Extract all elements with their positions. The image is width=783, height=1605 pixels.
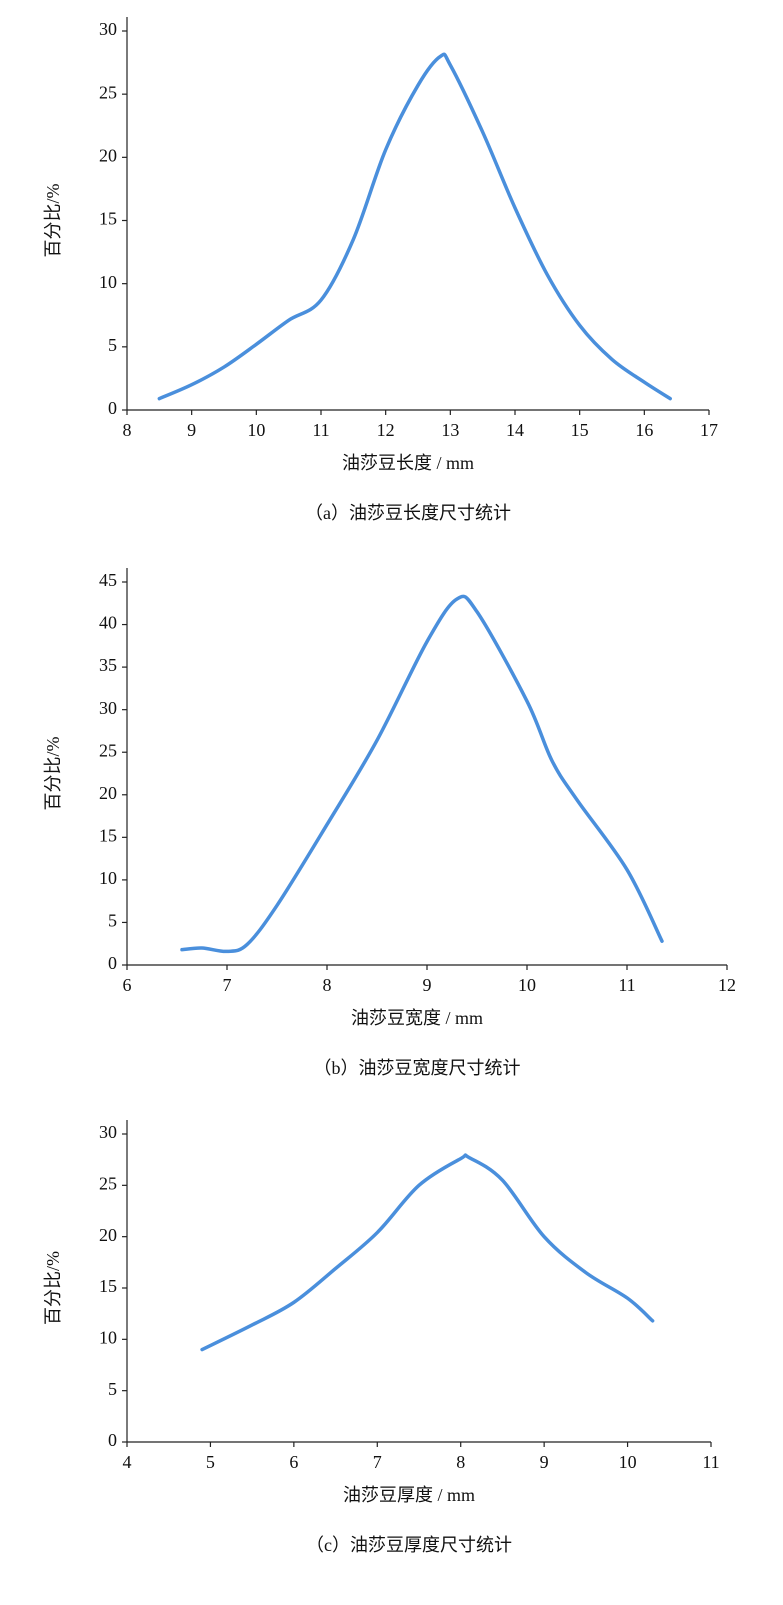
y-tick-label: 20 [99,1225,117,1245]
y-tick-label: 15 [99,1276,117,1296]
caption: （b）油莎豆宽度尺寸统计 [314,1058,521,1078]
y-tick-label: 0 [108,398,117,418]
x-tick-label: 4 [123,1452,132,1472]
data-line [180,594,664,954]
y-tick-label: 5 [108,911,117,931]
y-tick-label: 40 [99,613,117,633]
x-tick-label: 11 [312,420,329,440]
y-tick-label: 45 [99,570,117,590]
y-tick-label: 30 [99,698,117,718]
y-tick-label: 0 [108,953,117,973]
y-axis-label: 百分比/% [43,1251,63,1325]
x-tick-label: 8 [456,1452,465,1472]
y-tick-label: 15 [99,825,117,845]
y-tick-label: 0 [108,1430,117,1450]
y-tick-label: 5 [108,1379,117,1399]
y-axis-label: 百分比/% [43,183,63,257]
x-tick-label: 12 [377,420,395,440]
x-tick-label: 11 [702,1452,719,1472]
data-line [157,52,672,401]
y-tick-label: 15 [99,209,117,229]
caption: （c）油莎豆厚度尺寸统计 [306,1535,512,1555]
x-tick-label: 11 [618,975,635,995]
y-tick-label: 5 [108,335,117,355]
y-tick-label: 25 [99,82,117,102]
x-tick-label: 6 [123,975,132,995]
x-tick-label: 10 [247,420,265,440]
y-tick-label: 30 [99,1122,117,1142]
y-tick-label: 20 [99,145,117,165]
y-tick-label: 25 [99,740,117,760]
x-tick-label: 9 [187,420,196,440]
caption: （a）油莎豆长度尺寸统计 [305,503,511,523]
x-tick-label: 8 [323,975,332,995]
x-tick-label: 7 [223,975,232,995]
x-tick-label: 15 [571,420,589,440]
y-axis-label: 百分比/% [43,736,63,810]
y-tick-label: 10 [99,868,117,888]
x-axis-label: 油莎豆宽度 / mm [351,1008,483,1028]
x-tick-label: 10 [518,975,536,995]
x-tick-label: 7 [373,1452,382,1472]
x-tick-label: 9 [423,975,432,995]
y-tick-label: 10 [99,1327,117,1347]
x-axis-label: 油莎豆厚度 / mm [343,1485,475,1505]
x-tick-label: 17 [700,420,718,440]
y-tick-label: 10 [99,272,117,292]
x-tick-label: 16 [635,420,653,440]
data-line [200,1153,655,1352]
y-tick-label: 35 [99,655,117,675]
x-tick-label: 10 [619,1452,637,1472]
x-tick-label: 12 [718,975,736,995]
x-tick-label: 5 [206,1452,215,1472]
x-tick-label: 13 [441,420,459,440]
y-tick-label: 20 [99,783,117,803]
x-tick-label: 14 [506,420,524,440]
x-tick-label: 9 [540,1452,549,1472]
x-axis-label: 油莎豆长度 / mm [342,453,474,473]
x-tick-label: 8 [123,420,132,440]
y-tick-label: 30 [99,19,117,39]
x-tick-label: 6 [289,1452,298,1472]
y-tick-label: 25 [99,1173,117,1193]
